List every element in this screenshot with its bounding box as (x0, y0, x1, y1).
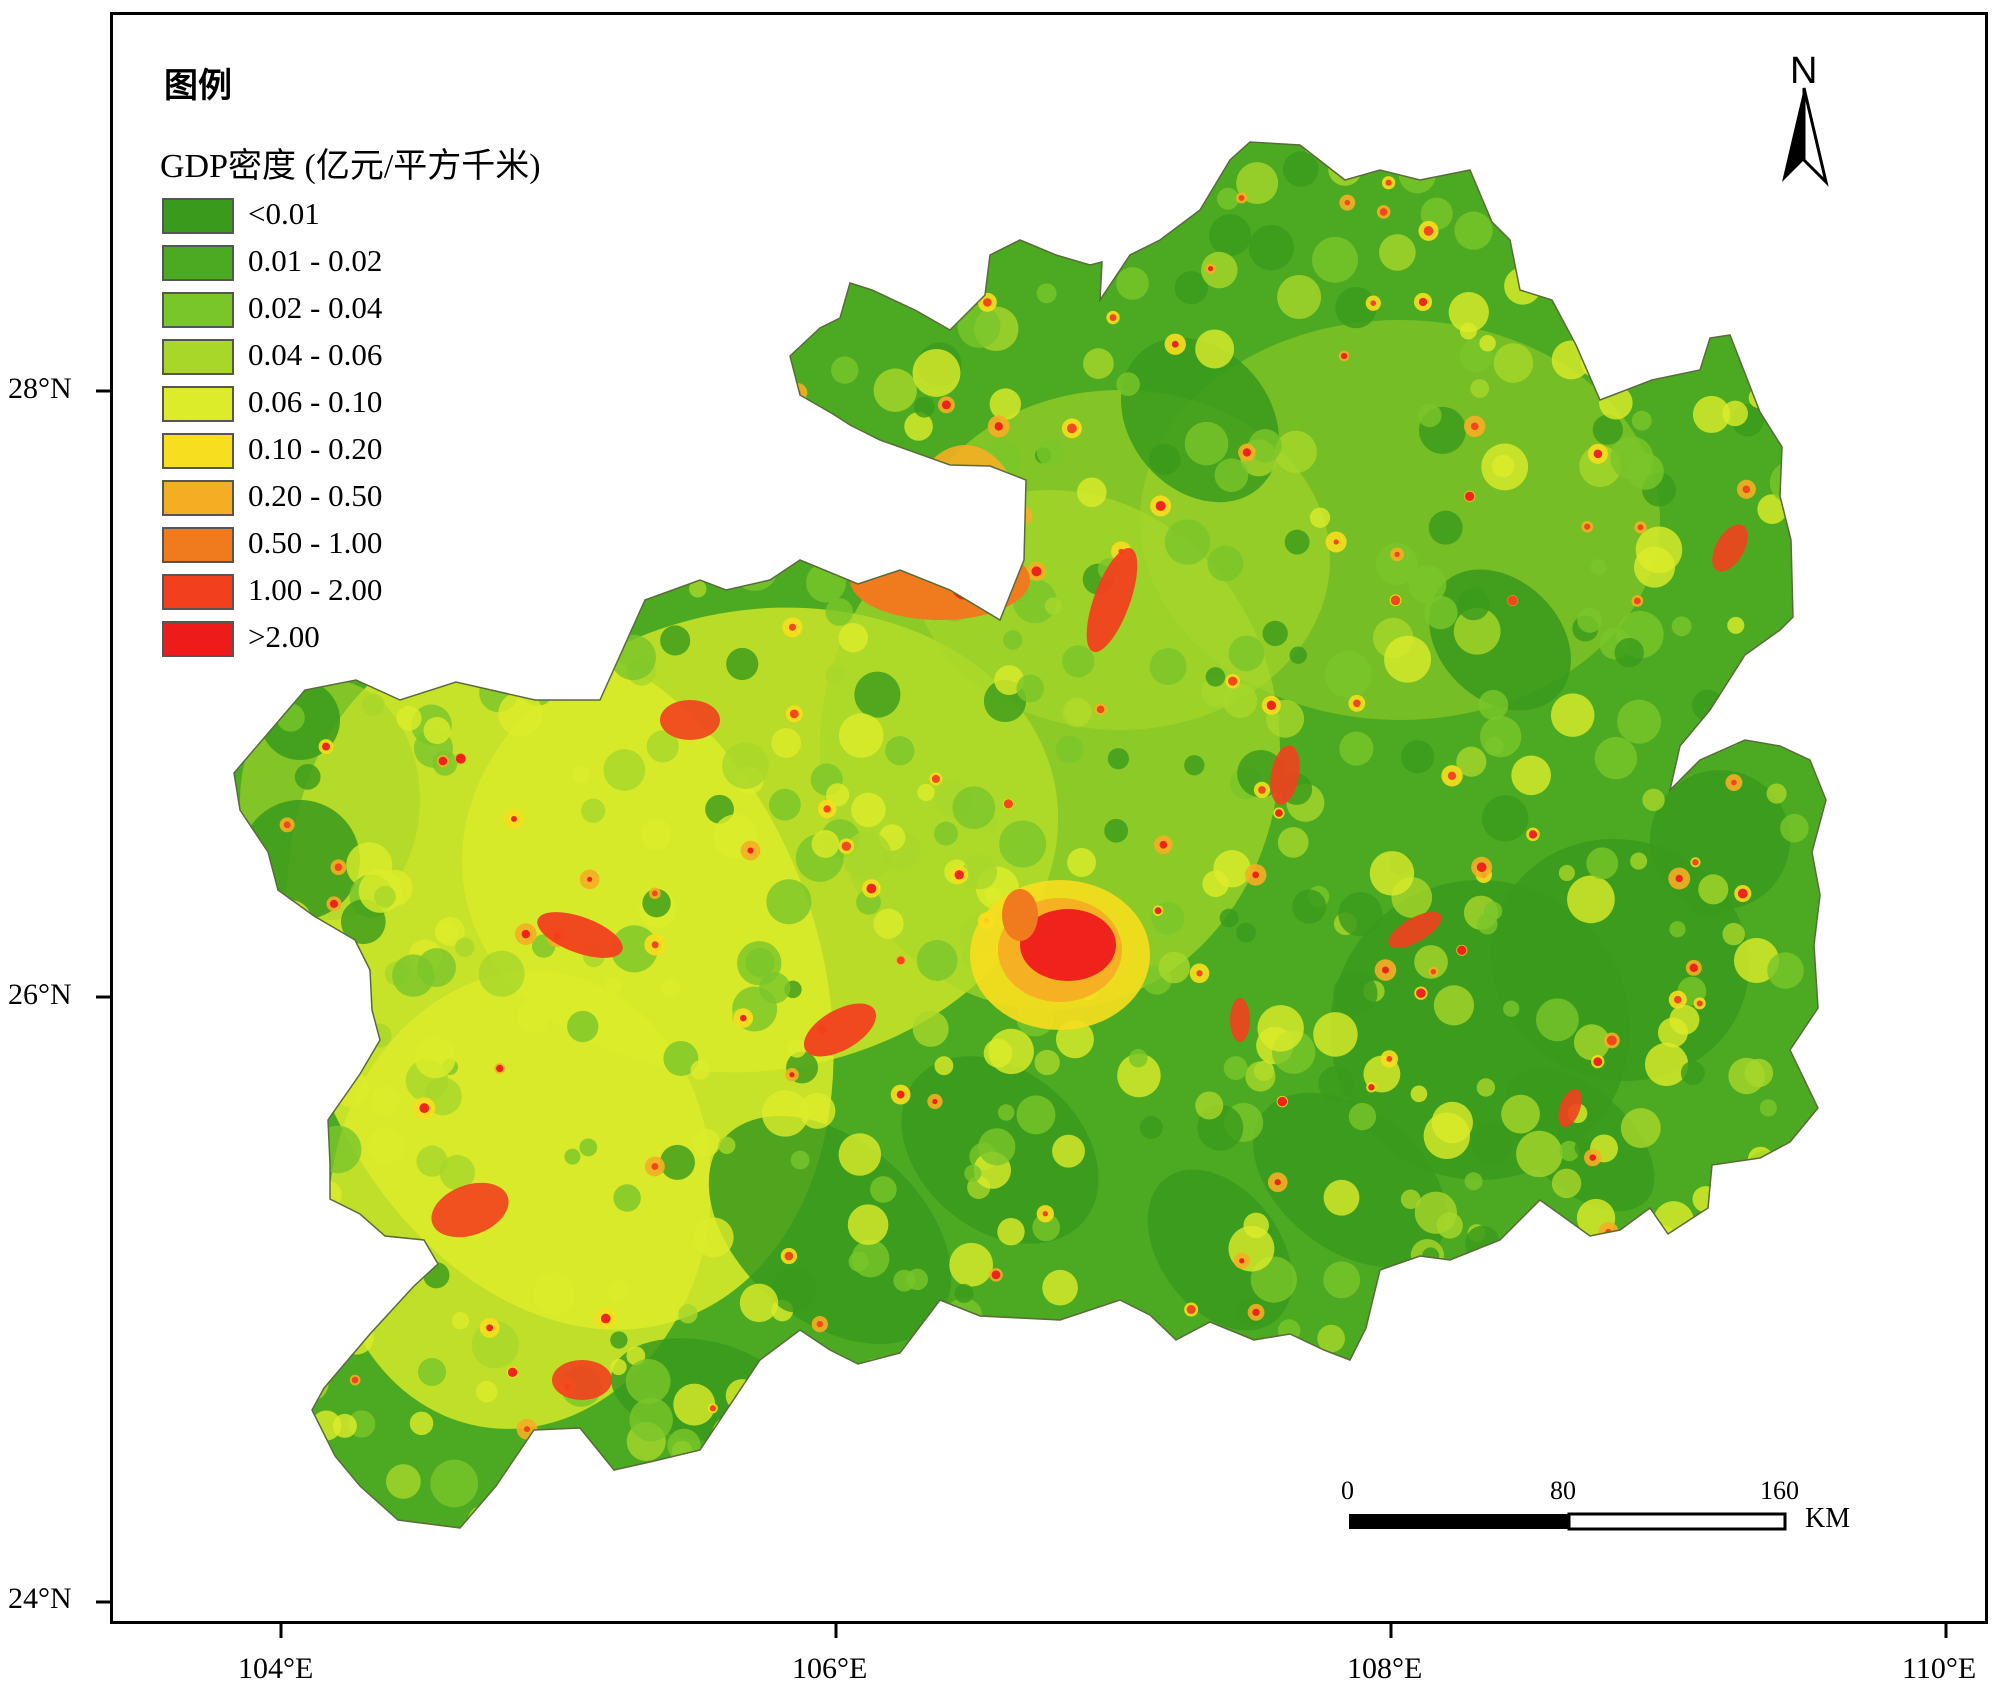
lon-label-110: 110°E (1902, 1652, 1977, 1685)
legend-label: 0.02 - 0.04 (248, 290, 383, 325)
legend-swatch (162, 245, 234, 281)
scale-tick-0: 0 (1341, 1476, 1354, 1505)
legend-swatch (162, 386, 234, 422)
legend-label: >2.00 (248, 619, 320, 654)
scale-unit: KM (1805, 1503, 1851, 1534)
axis-ticks (96, 389, 1948, 1638)
legend-label: 0.04 - 0.06 (248, 337, 383, 372)
lon-label-108: 108°E (1347, 1652, 1423, 1685)
legend-swatch (162, 574, 234, 610)
province-region (233, 141, 1827, 1529)
legend-label: 0.06 - 0.10 (248, 384, 383, 419)
lon-label-104: 104°E (238, 1652, 314, 1685)
legend-label: <0.01 (248, 196, 320, 231)
lat-label-24: 24°N (8, 1582, 72, 1615)
north-label: N (1790, 50, 1818, 92)
legend-swatch (162, 621, 234, 657)
legend-label: 0.20 - 0.50 (248, 478, 383, 513)
scale-tick-160: 160 (1760, 1476, 1799, 1505)
legend-subtitle: GDP密度 (亿元/平方千米) (160, 148, 541, 185)
legend-label: 0.50 - 1.00 (248, 525, 383, 560)
legend-title: 图例 (164, 66, 232, 106)
province-outline (233, 141, 1827, 1529)
legend-swatch (162, 292, 234, 328)
legend-swatch (162, 433, 234, 469)
scale-tick-80: 80 (1550, 1476, 1576, 1505)
legend-label: 0.10 - 0.20 (248, 431, 383, 466)
scale-bar (1349, 1512, 1787, 1531)
legend-label: 1.00 - 2.00 (248, 572, 383, 607)
lon-label-106: 106°E (792, 1652, 868, 1685)
legend-swatch (162, 198, 234, 234)
north-arrow-icon (1782, 87, 1829, 187)
legend-swatch (162, 339, 234, 375)
lat-label-26: 26°N (8, 978, 72, 1011)
lat-label-28: 28°N (8, 372, 72, 405)
legend-swatch (162, 480, 234, 516)
legend-label: 0.01 - 0.02 (248, 243, 383, 278)
legend-swatch (162, 527, 234, 563)
